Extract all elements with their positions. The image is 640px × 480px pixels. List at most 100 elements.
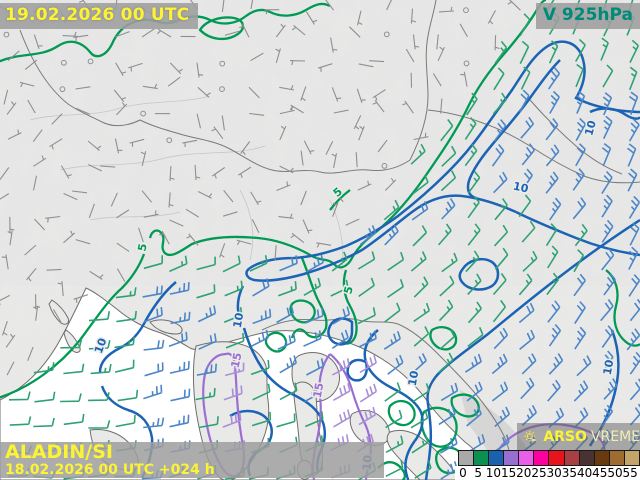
- wind-barb: [402, 100, 414, 114]
- wind-barb: [252, 278, 270, 297]
- wind-barb: [439, 435, 458, 454]
- wind-barb: [141, 28, 155, 38]
- wind-barb: [438, 6, 455, 13]
- wind-barb: [330, 279, 349, 297]
- wind-barb: [32, 129, 43, 143]
- field-level-label: V 925hPa: [542, 5, 633, 25]
- wind-barb: [628, 91, 639, 115]
- wind-barb: [358, 63, 374, 68]
- wind-barb: [276, 305, 294, 324]
- wind-barb: [332, 202, 339, 217]
- wind-barb: [306, 254, 324, 273]
- wind-barb: [224, 362, 245, 377]
- wind-barb: [358, 277, 375, 298]
- calm-wind-symbol: [381, 163, 388, 169]
- wind-barb: [411, 434, 429, 454]
- wind-barb: [186, 233, 199, 246]
- wind-barb: [519, 329, 536, 351]
- wind-barb: [438, 352, 454, 374]
- wind-barb: [574, 223, 588, 247]
- wind-barb: [300, 150, 304, 166]
- wind-barb: [8, 391, 31, 401]
- wind-barb: [3, 89, 9, 105]
- wind-barb: [464, 117, 477, 140]
- wind-barb: [493, 171, 508, 194]
- model-name: ALADIN/SI: [5, 441, 113, 463]
- wind-barb: [316, 242, 332, 248]
- wind-barb: [197, 305, 217, 323]
- arso-vreme-logo: ARSO VREME: [517, 423, 640, 450]
- legend-color-cell: [473, 451, 489, 465]
- wind-barb: [459, 23, 468, 38]
- wind-barb: [548, 353, 564, 375]
- wind-barb: [1, 254, 9, 270]
- wind-barb: [168, 331, 188, 347]
- wind-barb: [249, 112, 265, 116]
- wind-barb: [33, 218, 46, 231]
- wind-barb: [385, 409, 403, 429]
- wind-barb: [575, 143, 586, 167]
- calm-wind-symbol: [60, 59, 67, 66]
- wind-barb: [628, 195, 640, 219]
- legend-scale-value: 5: [474, 466, 483, 480]
- wind-barb: [601, 142, 612, 167]
- wind-barb: [303, 277, 322, 296]
- wind-barb: [520, 116, 535, 139]
- country-borders: [19, 0, 640, 480]
- wind-barb: [600, 404, 614, 428]
- wind-barb: [441, 252, 458, 273]
- wind-barb: [467, 195, 480, 219]
- wind-barb: [278, 213, 294, 219]
- wind-barb: [114, 138, 123, 154]
- wind-barb: [410, 143, 426, 165]
- isotach-label: 10: [582, 119, 599, 137]
- wind-barb: [115, 287, 137, 299]
- wind-barb: [440, 382, 459, 402]
- colorbar-scale-numbers: 0 5 10 15 20 25 30 35 40 45 50 55: [455, 466, 640, 480]
- wind-barb: [9, 216, 15, 232]
- wind-barb: [629, 378, 640, 401]
- wind-barb: [440, 461, 458, 480]
- wind-barb: [387, 251, 405, 271]
- wind-barb: [384, 223, 399, 246]
- wind-barb: [300, 190, 307, 206]
- wind-barb: [627, 168, 638, 192]
- wind-barb: [405, 48, 415, 63]
- wind-barb: [196, 284, 216, 299]
- wind-barb: [196, 62, 204, 78]
- wind-barb: [33, 362, 55, 374]
- wind-barb: [236, 239, 252, 246]
- wind-barb: [355, 152, 358, 168]
- wind-barb: [169, 255, 188, 273]
- wind-barb: [274, 245, 277, 261]
- wind-barb: [629, 351, 640, 375]
- wind-barb: [250, 0, 254, 10]
- wind-barb: [518, 194, 532, 218]
- wind-barb: [277, 333, 296, 351]
- wind-barb: [331, 251, 348, 272]
- wind-barb: [369, 60, 385, 63]
- wind-barb: [198, 333, 217, 350]
- wind-barb: [46, 268, 62, 271]
- wind-barb: [63, 413, 85, 426]
- wind-barb: [249, 255, 268, 272]
- wind-barb: [384, 177, 397, 191]
- legend-color-cell: [533, 451, 549, 465]
- wind-barb: [410, 8, 417, 24]
- wind-barb: [547, 379, 561, 402]
- wind-barb: [600, 299, 614, 322]
- wind-barb: [438, 299, 454, 322]
- wind-barb: [521, 405, 538, 426]
- wind-barb: [63, 230, 76, 244]
- wind-barb: [75, 86, 91, 90]
- wind-barb: [33, 417, 55, 428]
- wind-barb: [332, 306, 351, 325]
- wind-barb: [51, 113, 63, 125]
- wind-barb: [440, 119, 454, 142]
- calm-wind-symbol: [219, 60, 226, 67]
- wind-barb: [414, 460, 432, 479]
- wind-barb: [359, 354, 377, 374]
